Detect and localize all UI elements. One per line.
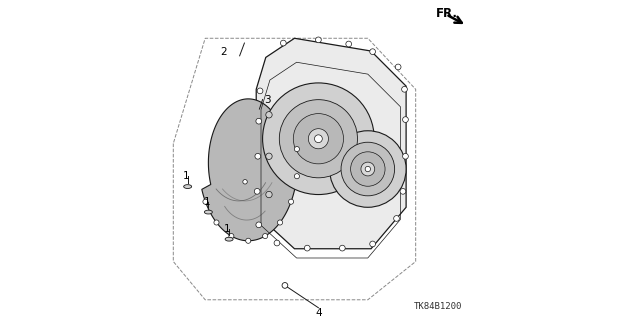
Circle shape	[254, 189, 260, 194]
Ellipse shape	[204, 210, 212, 214]
Circle shape	[400, 189, 406, 194]
Circle shape	[262, 234, 268, 239]
Circle shape	[330, 131, 406, 207]
Circle shape	[262, 83, 374, 195]
Circle shape	[396, 64, 401, 70]
Polygon shape	[202, 99, 298, 241]
Circle shape	[308, 129, 328, 149]
Circle shape	[403, 153, 408, 159]
Circle shape	[278, 220, 283, 225]
Circle shape	[257, 88, 263, 94]
Circle shape	[228, 234, 234, 239]
Circle shape	[294, 174, 300, 179]
Text: TK84B1200: TK84B1200	[414, 302, 462, 311]
Circle shape	[289, 199, 294, 204]
Circle shape	[266, 153, 272, 160]
Text: 3: 3	[264, 95, 271, 106]
Circle shape	[255, 153, 260, 159]
Text: 1: 1	[224, 224, 231, 234]
Circle shape	[246, 238, 251, 243]
Circle shape	[279, 100, 358, 178]
Circle shape	[314, 135, 323, 143]
Circle shape	[266, 112, 272, 118]
Ellipse shape	[225, 237, 233, 241]
Circle shape	[370, 49, 376, 55]
Circle shape	[294, 146, 300, 152]
Circle shape	[346, 41, 351, 47]
Circle shape	[365, 166, 371, 172]
Ellipse shape	[184, 185, 191, 189]
Circle shape	[394, 216, 399, 221]
Circle shape	[402, 86, 408, 92]
Text: 2: 2	[220, 47, 227, 57]
Circle shape	[403, 117, 408, 122]
Circle shape	[282, 283, 288, 288]
Circle shape	[305, 245, 310, 251]
Circle shape	[339, 245, 345, 251]
Circle shape	[256, 118, 262, 124]
Circle shape	[351, 152, 385, 186]
Circle shape	[361, 162, 375, 176]
Circle shape	[370, 241, 376, 247]
Circle shape	[341, 142, 395, 196]
Circle shape	[316, 37, 321, 43]
Circle shape	[203, 199, 208, 204]
Circle shape	[214, 220, 219, 225]
Text: 1: 1	[204, 197, 210, 207]
Text: 4: 4	[315, 308, 322, 317]
Circle shape	[274, 240, 280, 246]
Circle shape	[280, 40, 286, 46]
Polygon shape	[256, 38, 406, 249]
Text: 1: 1	[183, 171, 189, 181]
Circle shape	[256, 222, 262, 228]
Circle shape	[243, 180, 247, 184]
Circle shape	[293, 114, 344, 164]
Text: FR.: FR.	[435, 7, 458, 20]
Circle shape	[266, 191, 272, 198]
